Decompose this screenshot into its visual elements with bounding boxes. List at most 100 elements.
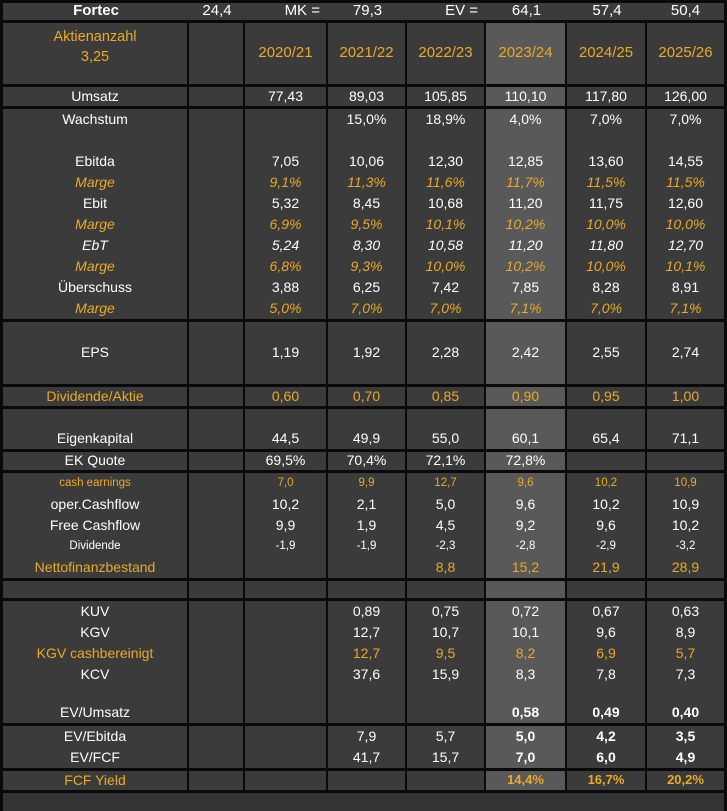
value-kcv-2024-25[interactable]: 7,8 <box>567 664 647 685</box>
value-dividende-2020-21[interactable]: -1,9 <box>245 536 328 557</box>
value-empty-4-2023-24[interactable] <box>486 685 567 702</box>
value-fcf-yield-2024-25[interactable]: 16,7% <box>567 771 647 790</box>
spacer-cell[interactable] <box>189 23 245 84</box>
row-label-kgv[interactable]: KGV <box>3 622 189 643</box>
empty-label[interactable] <box>3 130 189 151</box>
value-marge-ebit-2023-24[interactable]: 10,2% <box>486 214 567 235</box>
value-cash-earnings-2025-26[interactable]: 10,9 <box>674 477 697 490</box>
value-ebitda-2025-26[interactable]: 14,55 <box>667 152 704 169</box>
year-header-2020-21[interactable]: 2020/21 <box>245 23 328 84</box>
row-label-cash-earnings[interactable]: cash earnings <box>3 473 189 494</box>
value-eigenkapital-2023-24[interactable]: 60,1 <box>486 428 567 449</box>
spacer-cell[interactable] <box>189 515 245 536</box>
spacer-cell[interactable] <box>189 235 245 256</box>
value-eigenkapital-2020-21[interactable]: 44,5 <box>245 428 328 449</box>
value-kcv-2021-22[interactable]: 37,6 <box>328 664 407 685</box>
value-free-cashflow-2021-22[interactable]: 1,9 <box>328 515 407 536</box>
value-ebit-2024-25[interactable]: 11,75 <box>567 193 647 214</box>
year-header-2025-26[interactable]: 2025/26 <box>658 44 713 62</box>
value-ueberschuss-2020-21[interactable]: 3,88 <box>245 277 328 298</box>
spacer-cell[interactable] <box>189 726 245 747</box>
value-ebitda-2020-21[interactable]: 7,05 <box>245 151 328 172</box>
value-marge-ebt-2023-24[interactable]: 10,2% <box>486 256 567 277</box>
value-ev-ebitda-2021-22[interactable]: 7,9 <box>328 726 407 747</box>
value-marge-ueberschuss-2020-21[interactable]: 5,0% <box>245 298 328 319</box>
row-label-eps[interactable]: EPS <box>3 322 189 384</box>
value-dividende-aktie-2021-22[interactable]: 0,70 <box>328 387 407 406</box>
value-empty-1-2023-24[interactable] <box>486 130 567 151</box>
row-label-marge-ebitda[interactable]: Marge <box>3 172 189 193</box>
value-free-cashflow-2022-23[interactable]: 4,5 <box>407 515 486 536</box>
row-label-oper-cashflow[interactable]: oper.Cashflow <box>3 494 189 515</box>
value-fcf-yield-2021-22[interactable] <box>328 771 407 790</box>
value-marge-ueberschuss-2024-25[interactable]: 7,0% <box>567 298 647 319</box>
spacer-cell[interactable] <box>189 277 245 298</box>
value-free-cashflow-2024-25[interactable]: 9,6 <box>567 515 647 536</box>
value-empty-2-2022-23[interactable] <box>407 409 486 428</box>
value-empty-4-2022-23[interactable] <box>407 685 486 702</box>
value-ebt-2020-21[interactable]: 5,24 <box>245 235 328 256</box>
value-ueberschuss-2022-23[interactable]: 7,42 <box>407 277 486 298</box>
value-empty-4-2024-25[interactable] <box>567 685 647 702</box>
mk-value[interactable]: 79,3 <box>352 3 383 20</box>
value-wachstum-2024-25[interactable]: 7,0% <box>567 109 647 130</box>
value-ueberschuss-2021-22[interactable]: 6,25 <box>328 277 407 298</box>
value-kcv-2023-24[interactable]: 8,3 <box>486 664 567 685</box>
value-ev-fcf-2021-22[interactable]: 41,7 <box>328 747 407 768</box>
empty-label[interactable] <box>3 685 189 702</box>
value-ev-umsatz-2025-26[interactable]: 0,40 <box>671 703 700 720</box>
value-ebt-2024-25[interactable]: 11,80 <box>567 235 647 256</box>
row-label-ev-fcf[interactable]: EV/FCF <box>3 747 189 768</box>
value-ev-umsatz-2023-24[interactable]: 0,58 <box>486 702 567 723</box>
value-empty-1-2024-25[interactable] <box>567 130 647 151</box>
value-marge-ueberschuss-2022-23[interactable]: 7,0% <box>407 298 486 319</box>
company-title[interactable]: Fortec <box>73 3 119 20</box>
value-marge-ebt-2021-22[interactable]: 9,3% <box>328 256 407 277</box>
value-ek-quote-2021-22[interactable]: 70,4% <box>328 452 407 470</box>
row-label-kgv-cashbereinigt[interactable]: KGV cashbereinigt <box>3 643 189 664</box>
value-kgv-cashbereinigt-2022-23[interactable]: 9,5 <box>407 643 486 664</box>
value-empty-1-2021-22[interactable] <box>328 130 407 151</box>
row-label-nettofinanzbestand[interactable]: Nettofinanzbestand <box>3 557 189 578</box>
value-ev-umsatz-2024-25[interactable]: 0,49 <box>567 702 647 723</box>
value-ev-ebitda-2023-24[interactable]: 5,0 <box>486 726 567 747</box>
value-dividende-aktie-2025-26[interactable]: 1,00 <box>671 387 700 404</box>
row-label-dividende[interactable]: Dividende <box>3 536 189 557</box>
value-oper-cashflow-2023-24[interactable]: 9,6 <box>486 494 567 515</box>
value-dividende-2023-24[interactable]: -2,8 <box>486 536 567 557</box>
row-label-ev-umsatz[interactable]: EV/Umsatz <box>3 702 189 723</box>
value-ev-ebitda-2020-21[interactable] <box>245 726 328 747</box>
value-nettofinanzbestand-2025-26[interactable]: 28,9 <box>671 558 700 575</box>
value-free-cashflow-2020-21[interactable]: 9,9 <box>245 515 328 536</box>
spacer-cell[interactable] <box>189 256 245 277</box>
value-nettofinanzbestand-2021-22[interactable] <box>328 557 407 578</box>
value-eigenkapital-2024-25[interactable]: 65,4 <box>567 428 647 449</box>
value-empty-3-2025-26[interactable] <box>647 581 724 598</box>
value-kgv-cashbereinigt-2024-25[interactable]: 6,9 <box>567 643 647 664</box>
row-label-ebit[interactable]: Ebit <box>3 193 189 214</box>
value-ev-fcf-2023-24[interactable]: 7,0 <box>486 747 567 768</box>
value-free-cashflow-2025-26[interactable]: 10,2 <box>671 516 700 533</box>
value-ebt-2025-26[interactable]: 12,70 <box>667 236 704 253</box>
spacer-cell[interactable] <box>189 87 245 106</box>
value-cash-earnings-2021-22[interactable]: 9,9 <box>328 473 407 494</box>
value-kuv-2023-24[interactable]: 0,72 <box>486 601 567 622</box>
value-ueberschuss-2025-26[interactable]: 8,91 <box>671 278 700 295</box>
value-kgv-2022-23[interactable]: 10,7 <box>407 622 486 643</box>
value-empty-3-2024-25[interactable] <box>567 581 647 598</box>
value-marge-ueberschuss-2025-26[interactable]: 7,1% <box>669 299 702 316</box>
value-ev-umsatz-2020-21[interactable] <box>245 702 328 723</box>
value-marge-ebitda-2022-23[interactable]: 11,6% <box>407 172 486 193</box>
value-wachstum-2020-21[interactable] <box>245 109 328 130</box>
value-empty-1-2022-23[interactable] <box>407 130 486 151</box>
value-eps-2024-25[interactable]: 2,55 <box>567 322 647 384</box>
value-eps-2023-24[interactable]: 2,42 <box>486 322 567 384</box>
value-dividende-2025-26[interactable]: -3,2 <box>675 540 696 553</box>
value-umsatz-2020-21[interactable]: 77,43 <box>245 87 328 106</box>
value-wachstum-2025-26[interactable]: 7,0% <box>669 110 702 127</box>
value-marge-ebit-2025-26[interactable]: 10,0% <box>665 215 706 232</box>
value-umsatz-2023-24[interactable]: 110,10 <box>486 87 567 106</box>
value-wachstum-2022-23[interactable]: 18,9% <box>407 109 486 130</box>
value-ueberschuss-2024-25[interactable]: 8,28 <box>567 277 647 298</box>
value-marge-ebit-2022-23[interactable]: 10,1% <box>407 214 486 235</box>
